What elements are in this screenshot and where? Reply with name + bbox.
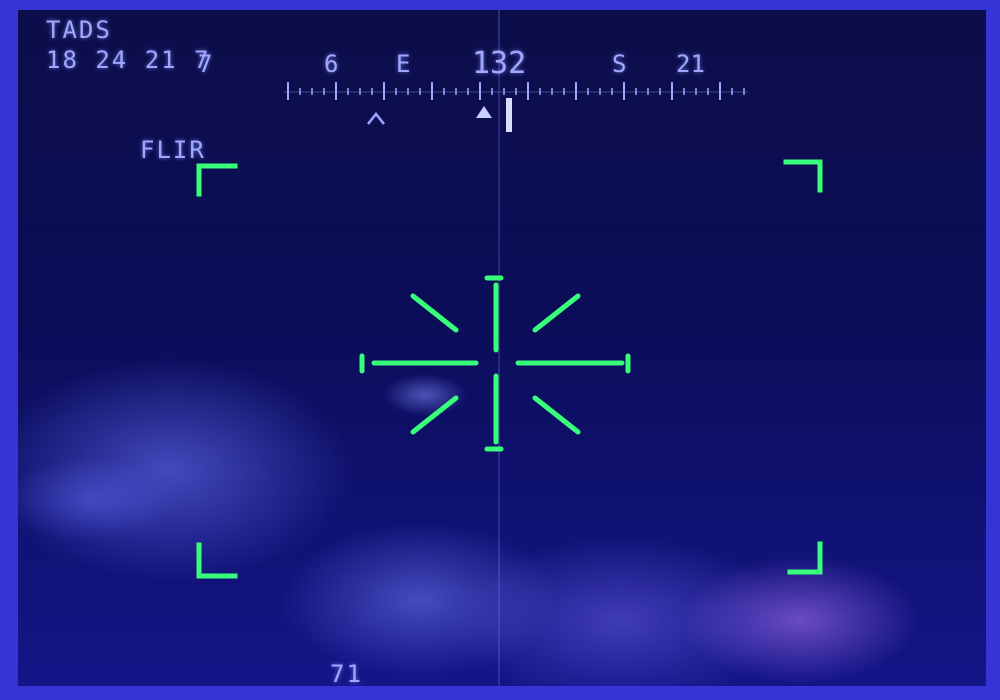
heading-label-7: 7	[198, 50, 213, 78]
bracket-top-left	[196, 163, 238, 197]
heading-caret-icon	[476, 106, 492, 118]
bracket-bottom-right	[787, 541, 823, 575]
heading-label-e: E	[396, 50, 411, 78]
reticle-diagonal-top-right	[532, 293, 581, 333]
bracket-top-right	[783, 159, 823, 193]
bottom-readout: 71	[330, 660, 363, 688]
chevron-up-icon	[367, 111, 385, 125]
bracket-bottom-left	[196, 542, 238, 579]
mode-label: FLIR	[140, 136, 206, 164]
heading-label-s: S	[612, 50, 627, 78]
reticle-diagonal-top-left	[410, 293, 459, 333]
heading-tape-ticks	[284, 82, 748, 100]
heading-label-21: 21	[676, 50, 705, 78]
heading-label-6: 6	[324, 50, 339, 78]
heading-current: 132	[472, 46, 527, 81]
heading-marker	[506, 98, 512, 132]
sensor-label: TADS	[46, 16, 112, 44]
reticle-diagonal-bottom-left	[410, 395, 459, 435]
reticle-diagonal-bottom-right	[532, 395, 581, 435]
time-readout: 18 24 21 7	[46, 46, 211, 74]
screen-seam	[498, 10, 500, 690]
